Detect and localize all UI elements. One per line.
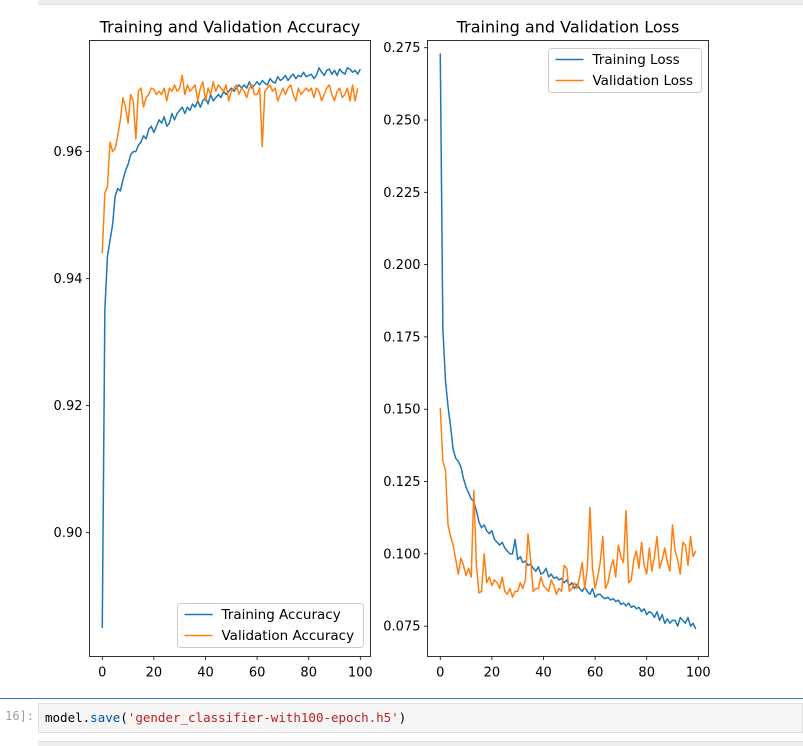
y-tick-label: 0.100 (383, 547, 420, 562)
x-tick-label: 80 (300, 666, 317, 681)
legend-label: Validation Accuracy (222, 628, 355, 644)
series-line-training (101, 67, 361, 628)
legend-box (548, 48, 702, 93)
legend-label: Training Accuracy (221, 607, 341, 623)
x-tick-label: 100 (348, 666, 373, 681)
y-tick-label: 0.250 (383, 114, 420, 129)
chart-title: Training and Validation Loss (456, 18, 680, 37)
y-tick-label: 0.200 (383, 258, 420, 273)
y-tick-label: 0.92 (54, 399, 83, 414)
next-cell-top (38, 741, 803, 746)
x-tick-label: 80 (638, 666, 655, 681)
code-method: save (90, 710, 121, 725)
x-tick-label: 0 (98, 666, 106, 681)
y-tick-label: 0.075 (383, 620, 420, 635)
y-tick-label: 0.225 (383, 186, 420, 201)
code-object: model (45, 710, 83, 725)
axes-frame (427, 40, 709, 657)
legend-label: Training Loss (592, 52, 680, 68)
cell-prompt: 16]: (5, 709, 34, 723)
code-line[interactable]: model.save('gender_classifier-with100-ep… (45, 710, 406, 725)
y-tick-label: 0.90 (54, 526, 83, 541)
code-cell[interactable]: model.save('gender_classifier-with100-ep… (38, 703, 803, 733)
x-tick-label: 40 (197, 666, 214, 681)
y-tick-label: 0.175 (383, 330, 420, 345)
code-close-paren: ) (398, 710, 407, 725)
y-tick-label: 0.96 (54, 145, 83, 160)
x-tick-label: 60 (249, 666, 266, 681)
x-tick-label: 60 (587, 666, 604, 681)
code-string-argument: 'gender_classifier-with100-epoch.h5' (127, 710, 399, 725)
cell-divider (0, 698, 803, 699)
y-tick-label: 0.94 (54, 272, 83, 287)
series-line-validation (439, 407, 697, 598)
x-tick-label: 100 (686, 666, 711, 681)
accuracy-chart: 0 20 40 60 80 100 0.90 0.92 0.94 0.96 Training and… (54, 18, 373, 681)
previous-cell-bottom (38, 0, 803, 5)
x-tick-label: 20 (484, 666, 501, 681)
legend-label: Validation Loss (593, 73, 694, 89)
x-tick-label: 40 (535, 666, 552, 681)
code-open-paren: ( (120, 710, 128, 725)
y-tick-label: 0.150 (383, 403, 420, 418)
chart-title: Training and Validation Accuracy (99, 18, 361, 37)
series-line-validation (101, 74, 359, 254)
legend-box (177, 603, 364, 648)
x-tick-label: 0 (436, 666, 444, 681)
matplotlib-figure: 0 20 40 60 80 100 0.90 0.92 0.94 0.96 Training and… (54, 18, 711, 681)
axes-frame (89, 40, 371, 657)
y-tick-label: 0.125 (383, 475, 420, 490)
loss-chart: 0 20 40 60 80 100 0.075 0.100 0.125 0.150 0.175 0.2… (383, 18, 710, 681)
y-tick-label: 0.275 (383, 41, 420, 56)
code-dot: . (82, 710, 91, 725)
x-tick-label: 20 (146, 666, 163, 681)
